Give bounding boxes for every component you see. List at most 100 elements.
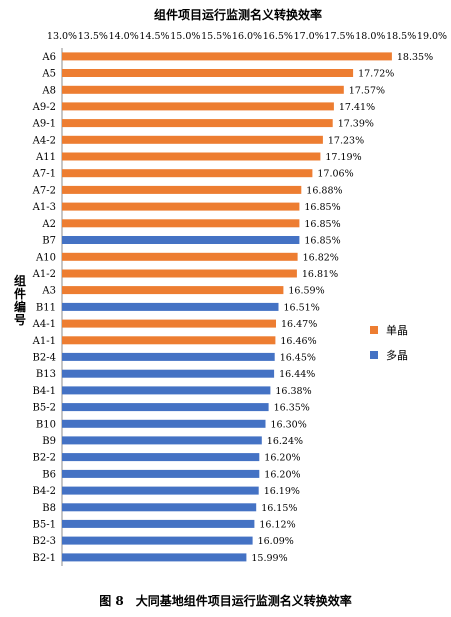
value-label: 16.09% [258,536,294,547]
value-label: 16.38% [275,386,311,397]
x-tick-label: 13.0% [47,31,77,42]
bar-B8 [62,503,257,512]
value-label: 15.99% [251,553,287,564]
value-label: 17.39% [338,119,374,130]
legend-swatch [370,326,378,334]
bar-B9 [62,436,262,445]
x-tick-label: 14.0% [109,31,139,42]
bar-B4-2 [62,486,259,495]
value-label: 16.19% [264,486,300,497]
value-label: 17.06% [317,169,353,180]
value-label: 16.30% [271,419,307,430]
value-label: 16.46% [280,336,316,347]
value-label: 16.81% [302,269,338,280]
value-label: 16.45% [280,352,316,363]
category-label: A4-1 [32,319,56,330]
category-label: A9-2 [32,102,56,113]
bar-A9-1 [62,119,333,128]
bar-A3 [62,286,284,295]
category-label: A11 [35,152,56,163]
value-label: 16.24% [267,436,303,447]
x-tick-label: 17.5% [324,31,354,42]
bar-B2-3 [62,536,253,545]
bars [62,52,392,562]
category-label: B2-4 [33,352,56,363]
category-label: B2-1 [33,553,56,564]
bar-A4-2 [62,135,323,144]
category-label: B10 [36,419,56,430]
value-label: 16.12% [259,519,295,530]
value-label: 16.85% [304,236,340,247]
bar-A8 [62,85,344,94]
x-tick-label: 14.5% [139,31,169,42]
category-label: A6 [41,52,56,63]
value-label: 16.35% [274,403,310,414]
value-label: 17.23% [328,135,364,146]
value-label: 16.59% [288,286,324,297]
figure-caption: 图 8 大同基地组件项目运行监测名义转换效率 [99,594,352,608]
legend-label: 单晶 [386,324,408,337]
category-label: B11 [36,302,56,313]
bar-B13 [62,369,275,378]
x-tick-label: 15.5% [201,31,231,42]
bar-A1-2 [62,269,297,278]
y-axis-tick-labels: A6 A5 A8 A9-2 A9-1 A4-2 A11 A7-1 A7-2 A1-3 A2 B7 A10… [32,52,56,564]
x-tick-label: 18.5% [386,31,416,42]
value-label: 16.20% [264,453,300,464]
category-label: B5-2 [33,403,56,414]
bar-A4-1 [62,319,276,328]
category-label: A1-3 [32,202,56,213]
category-label: A7-2 [32,185,56,196]
bar-B2-1 [62,553,247,562]
value-label: 16.44% [279,369,315,380]
category-label: A1-1 [32,336,56,347]
bar-A5 [62,69,354,77]
value-label: 17.57% [349,85,385,96]
x-tick-label: 19.0% [417,31,447,42]
value-label: 16.88% [306,185,342,196]
bar-B5-1 [62,519,255,528]
value-label: 16.20% [264,469,300,480]
category-label: A3 [41,286,56,297]
category-label: A5 [41,69,56,80]
category-label: B5-1 [33,519,56,530]
data-labels: 18.35%17.72% 17.57% 17.41% 17.39% 17.23% 17.1… [251,52,433,564]
bar-B7 [62,236,300,244]
value-label: 17.41% [339,102,375,113]
bar-B6 [62,469,260,478]
value-label: 16.82% [303,252,339,263]
bar-A2 [62,219,300,228]
bar-A10 [62,252,298,261]
value-label: 17.72% [358,69,394,80]
category-label: A1-2 [32,269,56,280]
category-label: A9-1 [32,119,56,130]
value-label: 16.85% [304,202,340,213]
category-label: A7-1 [32,169,56,180]
value-label: 16.51% [284,302,320,313]
bar-A1-1 [62,336,276,345]
legend-label: 多晶 [386,348,408,362]
bar-A7-2 [62,185,302,194]
legend-swatch [370,351,378,359]
category-label: A10 [35,252,56,263]
bar-B2-2 [62,453,260,462]
category-label: B2-3 [33,536,56,547]
x-tick-label: 16.5% [263,31,293,42]
category-label: A8 [41,85,56,96]
bar-A7-1 [62,169,313,178]
bar-B11 [62,302,279,311]
x-tick-label: 13.5% [78,31,108,42]
chart-title: 组件项目运行监测名义转换效率 [154,7,322,22]
bar-A6 [62,52,392,61]
category-label: B4-2 [33,486,56,497]
category-label: B6 [42,469,56,480]
category-label: B4-1 [33,386,56,397]
bar-B10 [62,419,266,428]
value-label: 17.19% [325,152,361,163]
bar-B4-1 [62,386,271,395]
value-label: 18.35% [397,52,433,63]
category-label: A2 [41,219,56,230]
x-tick-label: 18.0% [355,31,385,42]
category-label: B8 [42,503,56,514]
